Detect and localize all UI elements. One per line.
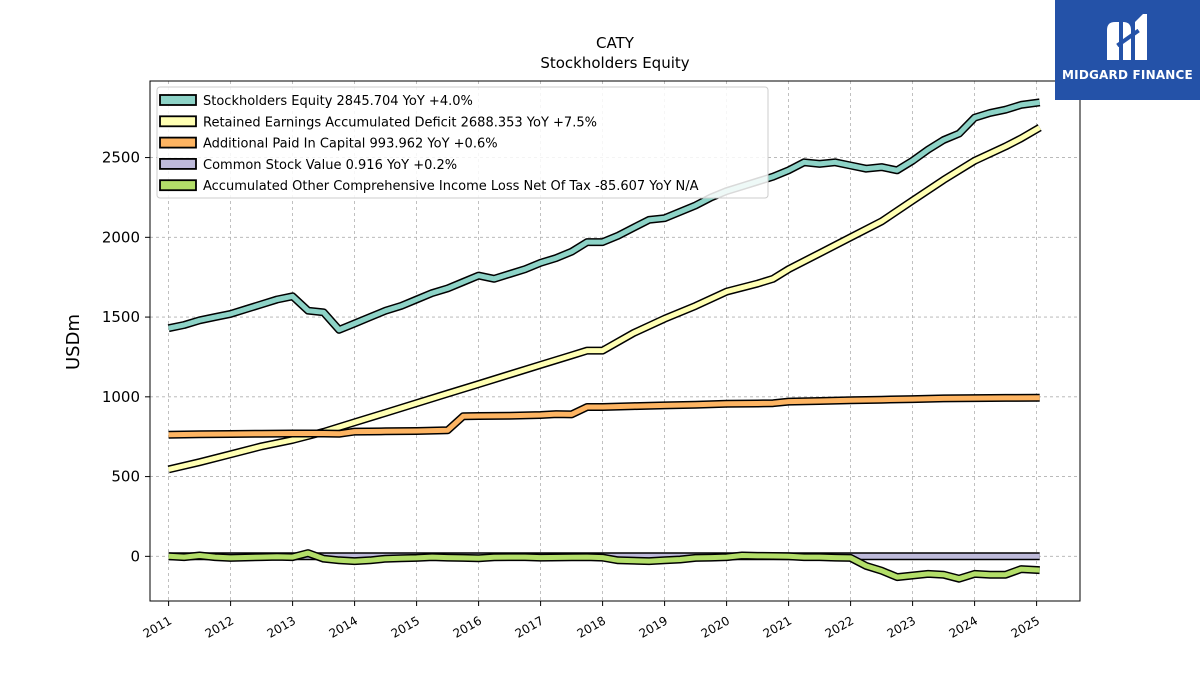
legend-swatch-0: [159, 94, 197, 106]
legend-swatch-1: [159, 115, 197, 128]
y-tick-label: 0: [130, 547, 140, 565]
series-line-2: [168, 395, 1040, 438]
x-ticks: 2011 2012 2013 2014 2015 2016 2017 2018 2019 2020…: [141, 601, 1042, 641]
x-tick-label: 2022: [823, 613, 856, 640]
y-tick-label: 2500: [102, 149, 140, 167]
x-tick-label: 2014: [327, 613, 360, 640]
x-tick-label: 2016: [451, 613, 484, 640]
legend-swatch-3: [159, 157, 197, 170]
x-tick-label: 2011: [141, 613, 174, 640]
legend-entry-4: Accumulated Other Comprehensive Income L…: [203, 179, 699, 194]
y-tick-label: 2000: [102, 228, 140, 246]
series-line-4: [168, 550, 1040, 582]
y-tick-label: 1000: [102, 388, 140, 406]
plot-frame: [149, 80, 1081, 602]
legend-swatch-2: [159, 136, 197, 149]
midgard-logo-icon: [1107, 14, 1147, 60]
brand-logo: MIDGARD FINANCE: [1055, 0, 1200, 100]
y-tick-label: 1500: [102, 308, 140, 326]
y-tick-label: 500: [111, 468, 140, 486]
legend-entry-0: Stockholders Equity 2845.704 YoY +4.0%: [203, 94, 473, 109]
legend-entry-3: Common Stock Value 0.916 YoY +0.2%: [203, 158, 457, 173]
chart-title: CATY: [596, 34, 635, 52]
x-tick-label: 2023: [885, 613, 918, 640]
legend: Stockholders Equity 2845.704 YoY +4.0% Re…: [156, 86, 769, 199]
x-tick-label: 2012: [203, 613, 236, 640]
x-tick-label: 2019: [637, 613, 670, 640]
x-tick-label: 2013: [265, 613, 298, 640]
legend-entry-2: Additional Paid In Capital 993.962 YoY +…: [203, 137, 498, 152]
legend-swatch-4: [159, 179, 197, 192]
x-tick-label: 2018: [575, 613, 608, 640]
series-line-0: [168, 99, 1041, 333]
legend-box: [156, 86, 769, 199]
x-tick-label: 2015: [389, 613, 422, 640]
y-ticks: 0 500 1000 1500 2000 2500: [102, 149, 150, 565]
chart-subtitle: Stockholders Equity: [540, 54, 689, 72]
y-axis-label: USDm: [63, 314, 84, 370]
x-tick-label: 2020: [699, 613, 732, 640]
series-lines: [167, 98, 1042, 583]
x-tick-label: 2021: [761, 613, 794, 640]
brand-name: MIDGARD FINANCE: [1062, 68, 1193, 82]
x-tick-label: 2025: [1009, 613, 1042, 640]
x-tick-label: 2017: [513, 613, 546, 640]
x-tick-label: 2024: [947, 613, 980, 640]
series-outline-2: [168, 393, 1040, 439]
legend-entry-1: Retained Earnings Accumulated Deficit 26…: [203, 115, 597, 130]
